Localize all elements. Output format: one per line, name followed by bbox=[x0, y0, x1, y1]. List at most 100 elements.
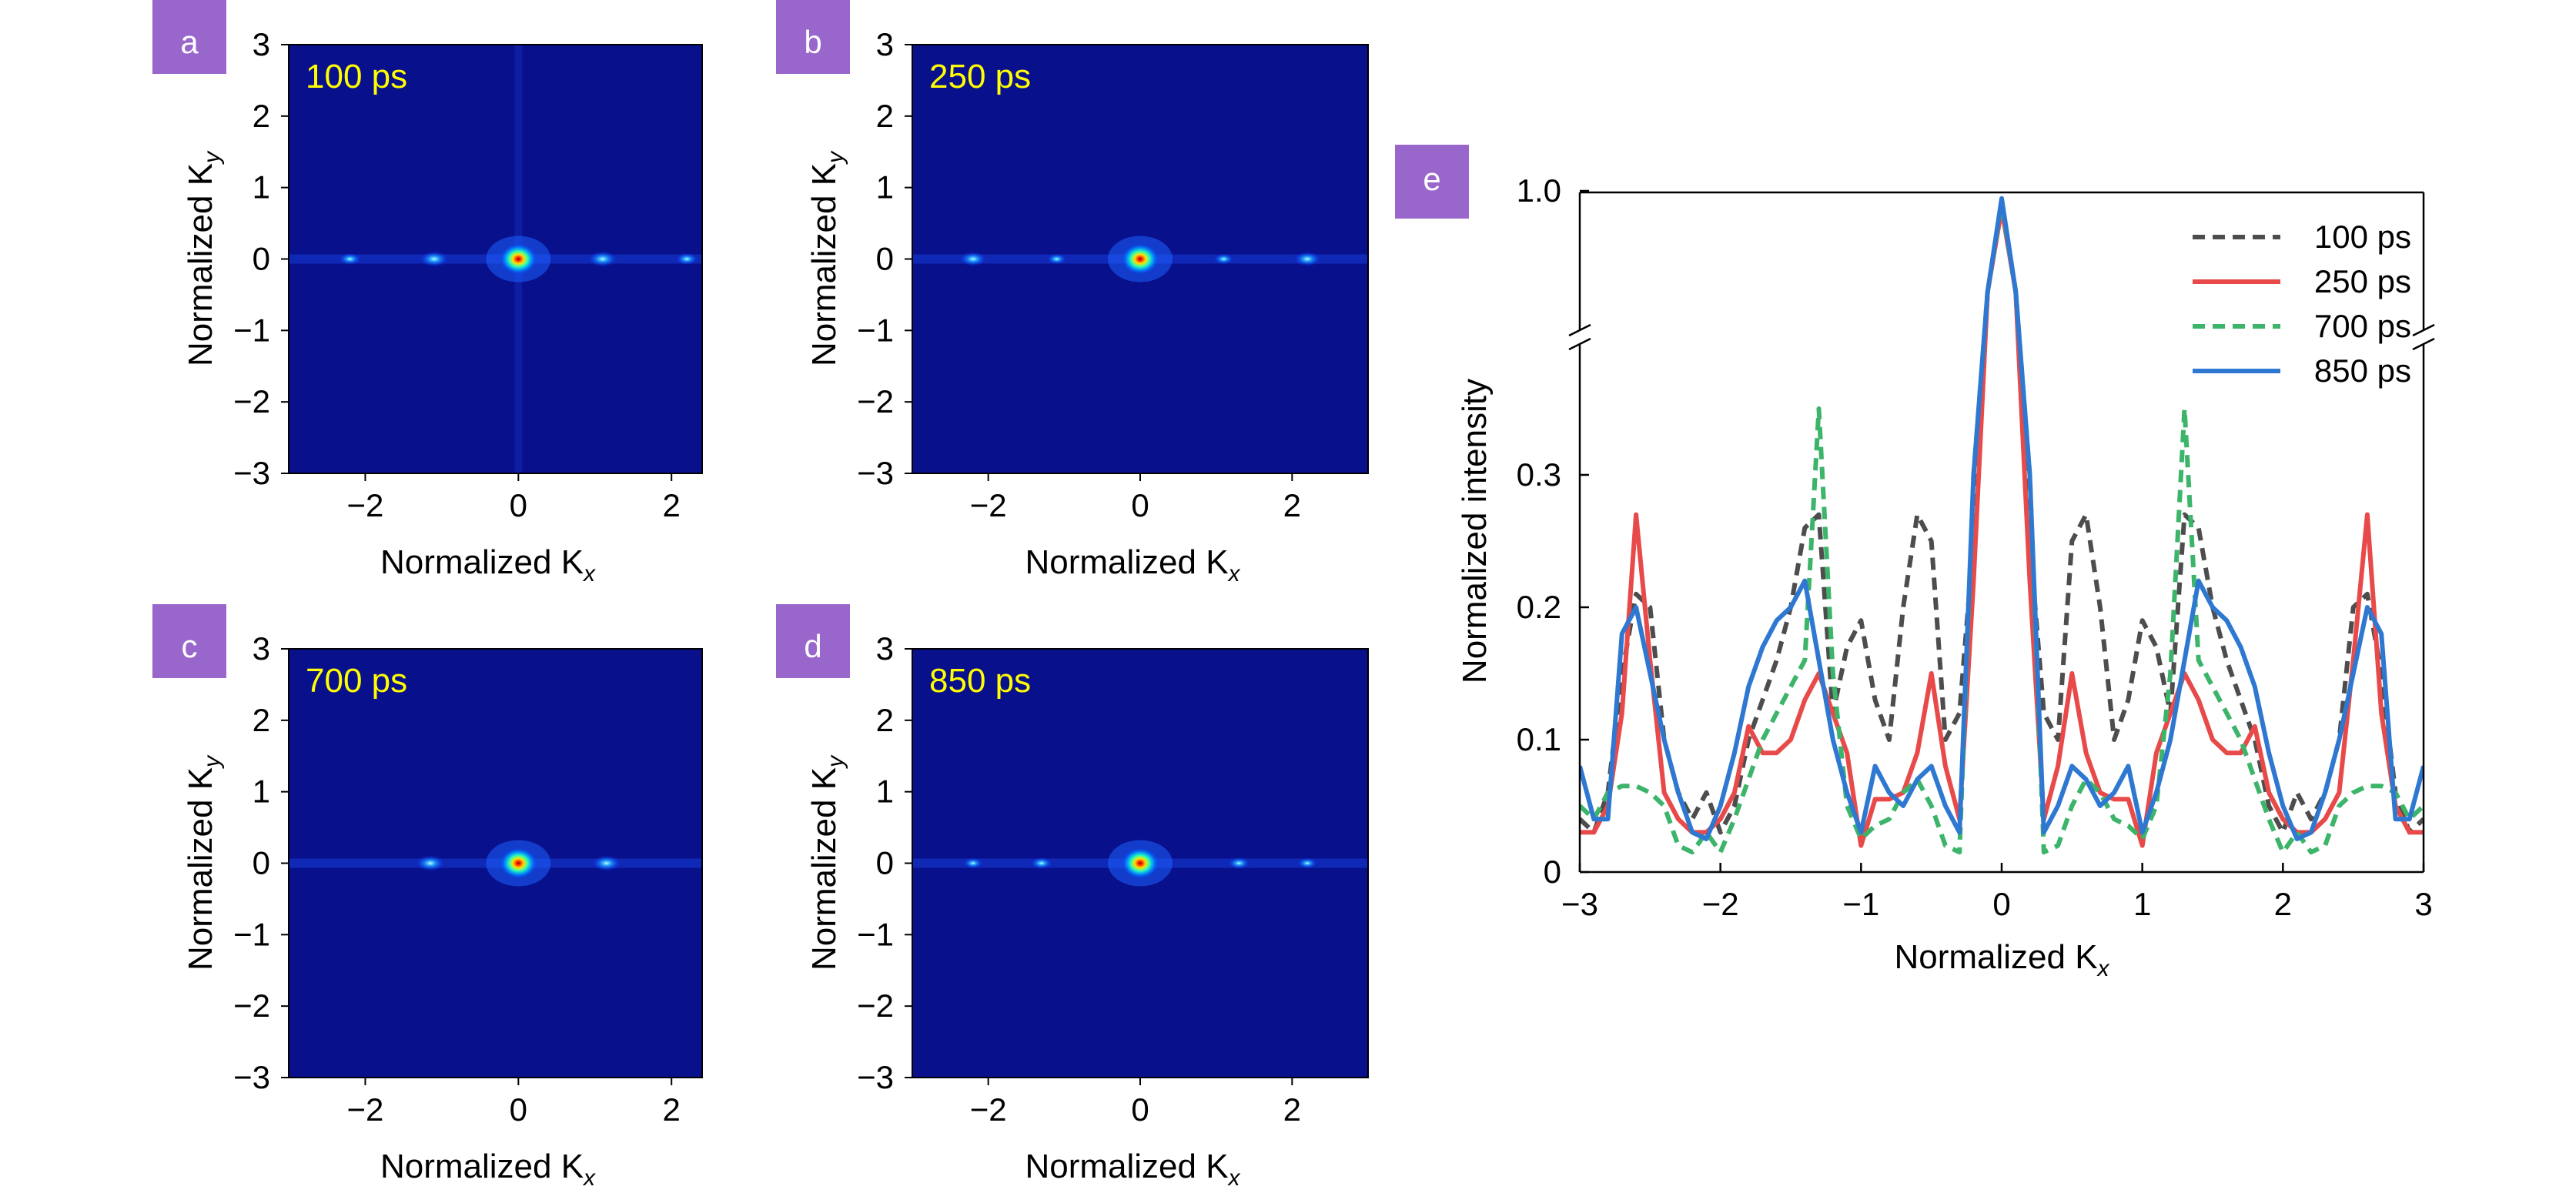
spot-center bbox=[500, 847, 537, 879]
spot-side bbox=[676, 252, 698, 266]
spot-side bbox=[1214, 253, 1234, 265]
y-tick-label: −2 bbox=[233, 383, 270, 419]
x-axis-title: Normalized Kx bbox=[1894, 938, 2109, 981]
y-tick-label: 3 bbox=[876, 26, 894, 62]
x-axis-title-sub: x bbox=[1227, 561, 1241, 586]
panel-letter: a bbox=[180, 24, 199, 60]
spot-side bbox=[420, 251, 449, 267]
x-axis-title: Normalized Kx bbox=[380, 1148, 596, 1191]
spot-center bbox=[1122, 847, 1159, 879]
y-tick-label: −3 bbox=[857, 455, 894, 491]
spot-side bbox=[1030, 857, 1052, 870]
x-tick-label: −2 bbox=[970, 1091, 1007, 1128]
axis-break-mark bbox=[1568, 323, 1591, 337]
y-axis-title-sub: y bbox=[199, 150, 225, 165]
y-tick-label: 0.3 bbox=[1517, 456, 1561, 493]
x-axis-title-sub: x bbox=[2096, 956, 2110, 981]
y-axis-title-main: Normalized K bbox=[805, 767, 843, 971]
time-label: 700 ps bbox=[306, 662, 407, 700]
y-axis-title: Normalized Ky bbox=[805, 150, 848, 366]
y-tick-label: 2 bbox=[253, 98, 270, 134]
axis-break-mark bbox=[1568, 337, 1591, 351]
x-tick-label: 3 bbox=[2414, 886, 2432, 922]
y-tick-label: 0.2 bbox=[1517, 589, 1561, 625]
y-axis-title: Normalized Ky bbox=[182, 754, 225, 971]
x-axis-title-main: Normalized K bbox=[1025, 1148, 1228, 1185]
series-line-250-ps bbox=[1580, 206, 2424, 848]
time-label: 850 ps bbox=[929, 662, 1031, 700]
y-tick-label: −3 bbox=[233, 1059, 270, 1095]
x-axis-title-sub: x bbox=[582, 1165, 596, 1191]
series-line-850-ps bbox=[1580, 195, 2424, 841]
spot-center bbox=[1122, 243, 1159, 275]
y-axis-title: Normalized Ky bbox=[805, 754, 848, 971]
spot-side bbox=[963, 857, 983, 869]
y-axis-title-sub: y bbox=[823, 754, 848, 769]
panel-badge bbox=[776, 604, 850, 678]
x-tick-label: 2 bbox=[663, 1091, 681, 1128]
y-tick-label: 1 bbox=[253, 169, 270, 206]
y-axis-title: Normalized Ky bbox=[182, 150, 225, 366]
legend-label: 700 ps bbox=[2314, 308, 2411, 344]
x-tick-label: −2 bbox=[346, 487, 383, 523]
spot-side bbox=[592, 855, 621, 871]
panel-letter: d bbox=[804, 628, 821, 664]
x-tick-label: 0 bbox=[1131, 1091, 1149, 1128]
y-tick-label: 1 bbox=[876, 169, 894, 206]
y-axis-title-main: Normalized K bbox=[182, 767, 219, 971]
spot-side bbox=[1297, 857, 1317, 869]
y-axis-title-main: Normalized K bbox=[805, 163, 843, 366]
y-tick-label: 2 bbox=[876, 98, 894, 134]
panel-badge bbox=[776, 0, 850, 74]
y-axis-title: Normalized intensity bbox=[1456, 379, 1494, 683]
y-tick-label: −2 bbox=[857, 383, 894, 419]
series-line-100-ps bbox=[1580, 201, 2424, 835]
legend-label: 850 ps bbox=[2314, 353, 2411, 389]
y-tick-label: 1 bbox=[253, 774, 270, 810]
y-axis-title-main: Normalized K bbox=[182, 163, 219, 366]
y-tick-label: 0 bbox=[1544, 854, 1561, 890]
y-tick-label: 0 bbox=[876, 241, 894, 277]
panel-letter: b bbox=[804, 24, 821, 60]
y-tick-label: 3 bbox=[253, 26, 270, 62]
x-tick-label: −1 bbox=[1842, 886, 1879, 922]
y-tick-label: −2 bbox=[857, 987, 894, 1024]
x-axis-title-main: Normalized K bbox=[380, 543, 584, 581]
spot-side bbox=[959, 252, 986, 266]
panel-letter: e bbox=[1423, 161, 1440, 197]
x-axis-title: Normalized Kx bbox=[1025, 543, 1240, 586]
x-tick-label: 0 bbox=[1131, 487, 1149, 523]
spot-side bbox=[1046, 253, 1066, 265]
x-tick-label: −3 bbox=[1561, 886, 1598, 922]
spot-side bbox=[339, 252, 361, 266]
y-tick-label: 0 bbox=[253, 241, 270, 277]
x-axis-title-sub: x bbox=[1227, 1165, 1241, 1191]
x-axis-title: Normalized Kx bbox=[380, 543, 596, 586]
x-tick-label: −2 bbox=[346, 1091, 383, 1128]
legend-label: 250 ps bbox=[2314, 263, 2411, 299]
y-tick-label: 0.1 bbox=[1517, 721, 1561, 757]
x-tick-label: 0 bbox=[510, 487, 527, 523]
x-axis-title-sub: x bbox=[582, 561, 596, 586]
x-axis-title: Normalized Kx bbox=[1025, 1148, 1240, 1191]
x-tick-label: 2 bbox=[1283, 1091, 1301, 1128]
x-axis-title-main: Normalized K bbox=[1894, 938, 2097, 976]
x-tick-label: 2 bbox=[663, 487, 681, 523]
spot-side bbox=[1294, 252, 1321, 266]
y-tick-label: −1 bbox=[233, 916, 270, 952]
spot-side bbox=[416, 855, 445, 871]
axis-break-mark bbox=[2412, 337, 2435, 351]
y-tick-label: 1.0 bbox=[1517, 172, 1561, 209]
y-tick-label: 3 bbox=[876, 630, 894, 667]
spot-side bbox=[1228, 857, 1250, 870]
y-axis-title-sub: y bbox=[199, 754, 225, 769]
panel-badge bbox=[152, 604, 226, 678]
x-tick-label: −2 bbox=[970, 487, 1007, 523]
x-tick-label: 0 bbox=[510, 1091, 527, 1128]
y-tick-label: 0 bbox=[876, 845, 894, 881]
